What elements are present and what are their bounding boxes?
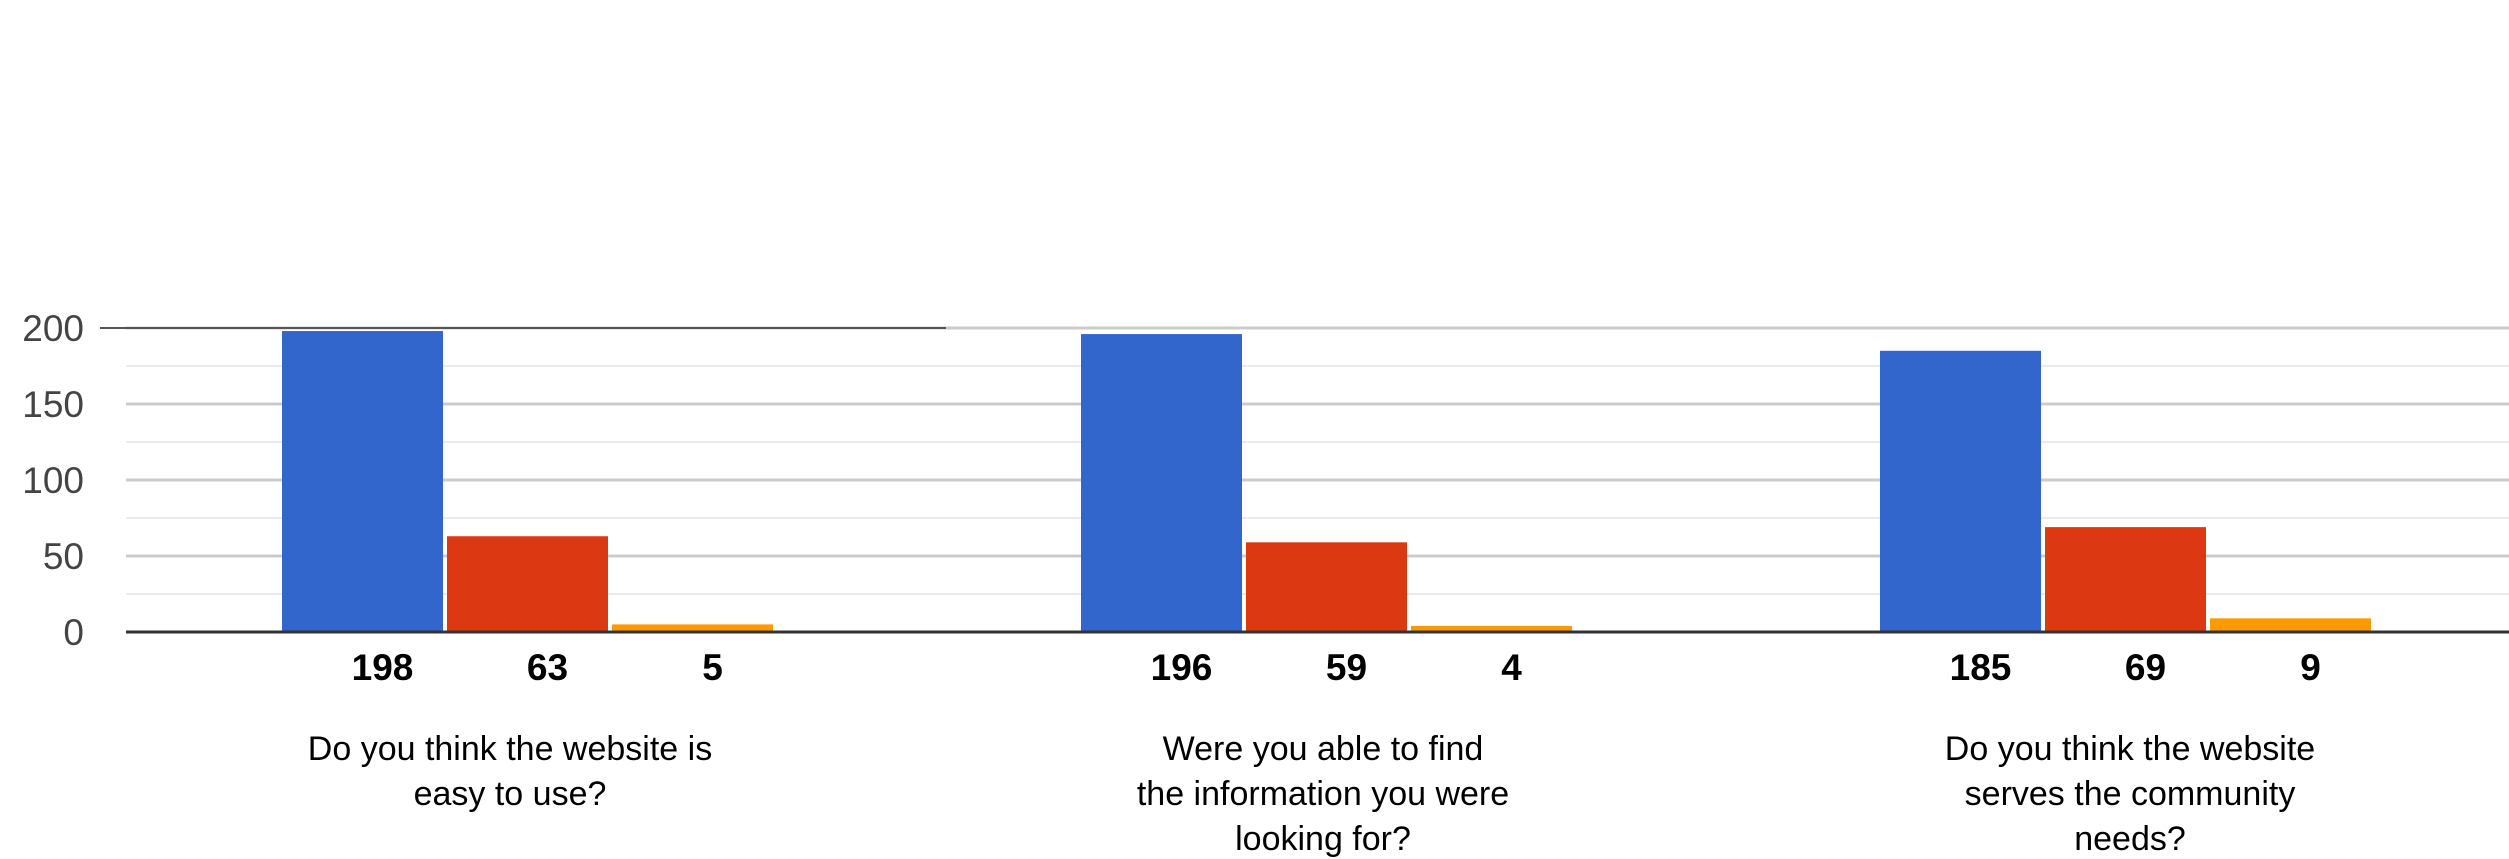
- bar: [1880, 350, 2041, 632]
- y-tick-label: 100: [22, 460, 84, 501]
- category-label: Do you think the website: [1945, 730, 2315, 768]
- y-tick-label: 50: [43, 536, 84, 577]
- data-labels: 198 63 5 196 59 4 185 69 9: [352, 647, 2321, 688]
- category-label: looking for?: [1235, 820, 1411, 858]
- bars: [282, 331, 2371, 632]
- data-label: 196: [1151, 647, 1213, 688]
- data-label: 5: [702, 647, 723, 688]
- y-tick-label: 200: [22, 308, 84, 349]
- data-label: 198: [352, 647, 414, 688]
- bar: [447, 536, 608, 632]
- data-label: 59: [1326, 647, 1367, 688]
- bar: [2045, 527, 2206, 632]
- category-label: easy to use?: [414, 775, 607, 813]
- bar: [612, 624, 773, 632]
- category-label: Do you think the website is: [308, 730, 712, 768]
- category-labels: Do you think the website is easy to use? W…: [308, 730, 2315, 858]
- data-label: 9: [2300, 647, 2321, 688]
- bar: [1246, 542, 1407, 632]
- category-label: Were you able to find: [1163, 730, 1484, 768]
- y-tick-label: 150: [22, 384, 84, 425]
- bar: [1081, 334, 1242, 632]
- data-label: 69: [2125, 647, 2166, 688]
- y-axis-ticks: 200 150 100 50 0: [22, 308, 84, 653]
- data-label: 63: [527, 647, 568, 688]
- bar: [2210, 618, 2371, 632]
- bar: [1411, 625, 1572, 632]
- category-label: needs?: [2074, 820, 2186, 858]
- data-label: 185: [1950, 647, 2012, 688]
- data-label: 4: [1501, 647, 1522, 688]
- category-label: serves the community: [1965, 775, 2296, 813]
- category-label: the information you were: [1137, 775, 1509, 813]
- y-tick-label: 0: [63, 612, 84, 653]
- bar: [282, 331, 443, 632]
